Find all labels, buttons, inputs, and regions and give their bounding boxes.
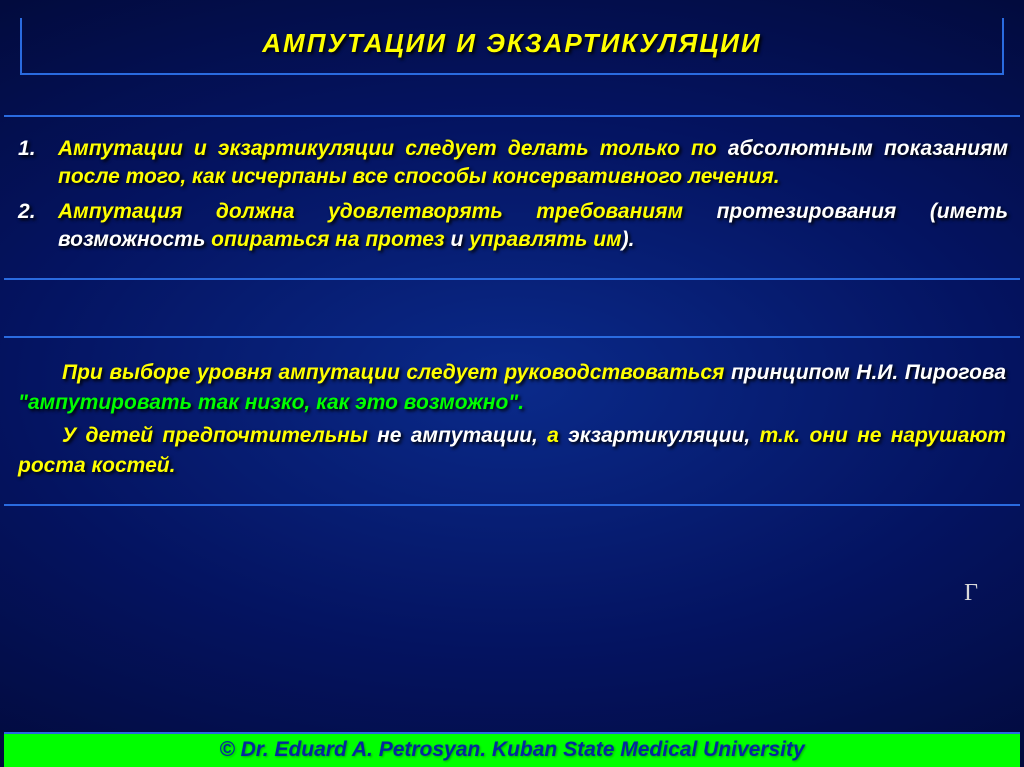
list-item: Ампутации и экзартикуляции следует делат… <box>16 135 1008 192</box>
paragraph: У детей предпочтительны не ампутации, а … <box>18 421 1006 480</box>
text-span: У детей предпочтительны <box>62 424 368 447</box>
text-span: не ампутации, <box>368 424 547 447</box>
text-span: после того, как исчерпаны все способы ко… <box>58 165 780 188</box>
title-box: АМПУТАЦИИ И ЭКЗАРТИКУЛЯЦИИ <box>20 18 1004 75</box>
text-span: При выборе уровня ампутации следует руко… <box>62 361 731 384</box>
paragraph: При выборе уровня ампутации следует руко… <box>18 358 1006 417</box>
text-span: Ампутации и экзартикуляции следует делат… <box>58 137 728 160</box>
footer-text: © Dr. Eduard A. Petrosyan. Kuban State M… <box>219 738 804 761</box>
text-span: Ампутация должна удовлетворять требовани… <box>58 200 717 223</box>
gamma-mark: Г <box>964 580 978 607</box>
footer-bar: © Dr. Eduard A. Petrosyan. Kuban State M… <box>4 732 1020 767</box>
text-span: "ампутировать так низко, как это возможн… <box>18 391 524 414</box>
text-span: а <box>547 424 559 447</box>
text-span: абсолютным показаниям <box>728 137 1008 160</box>
slide-title: АМПУТАЦИИ И ЭКЗАРТИКУЛЯЦИИ <box>262 28 761 58</box>
text-span: принципом Н.И. Пирогова <box>731 361 1006 384</box>
list-item: Ампутация должна удовлетворять требовани… <box>16 198 1008 255</box>
numbered-list: Ампутации и экзартикуляции следует делат… <box>16 135 1008 254</box>
text-span: и <box>450 228 463 251</box>
text-span: управлять им <box>463 228 621 251</box>
content-block-1: Ампутации и экзартикуляции следует делат… <box>4 115 1020 280</box>
text-span: ). <box>622 228 635 251</box>
content-block-2: При выборе уровня ампутации следует руко… <box>4 336 1020 506</box>
text-span: экзартикуляции, <box>559 424 760 447</box>
text-span: опираться на протез <box>205 228 450 251</box>
